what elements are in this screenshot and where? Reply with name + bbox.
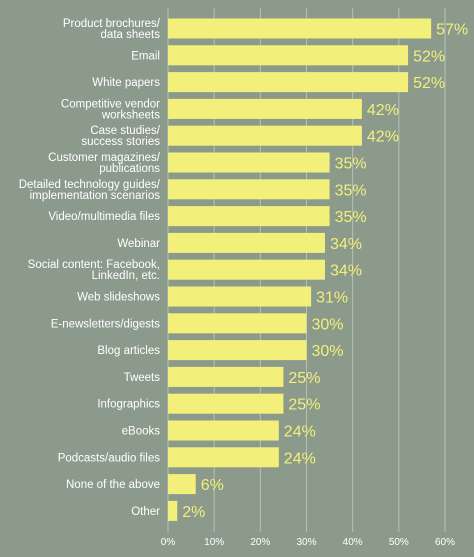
x-tick-label: 50% — [389, 537, 409, 548]
category-label: Email — [131, 50, 160, 62]
category-label-line: eBooks — [122, 426, 161, 438]
category-label: E-newsletters/digests — [51, 318, 161, 330]
value-label: 25% — [288, 397, 320, 414]
category-label-line: Detailed technology guides/ — [19, 179, 161, 191]
category-label-line: None of the above — [66, 479, 160, 491]
category-label-line: Blog articles — [97, 345, 160, 357]
bar — [168, 18, 432, 39]
category-label: Customer magazines/publications — [48, 152, 161, 175]
value-label: 42% — [367, 129, 399, 146]
bar — [168, 206, 330, 227]
category-label-line: Social content: Facebook, — [28, 259, 160, 271]
category-label: Case studies/success stories — [81, 125, 160, 148]
value-label: 30% — [312, 316, 344, 333]
value-label: 35% — [335, 182, 367, 199]
bar — [168, 125, 362, 146]
category-label: Other — [131, 506, 160, 518]
category-label-line: E-newsletters/digests — [51, 318, 161, 330]
category-label-line: Product brochures/ — [63, 18, 161, 30]
category-label-line: Other — [131, 506, 160, 518]
x-tick-label: 10% — [204, 537, 224, 548]
category-label-line: Case studies/ — [90, 125, 160, 137]
category-label-line: worksheets — [101, 109, 160, 121]
category-label-line: White papers — [92, 77, 160, 89]
bar — [168, 474, 196, 495]
category-labels: Product brochures/data sheets Email White … — [19, 18, 161, 518]
value-label: 52% — [413, 75, 445, 92]
value-label: 35% — [335, 209, 367, 226]
bar — [168, 286, 312, 307]
category-label: Web slideshows — [77, 292, 160, 304]
value-label: 34% — [330, 236, 362, 253]
value-label: 30% — [312, 343, 344, 360]
category-label: Infographics — [97, 399, 160, 411]
x-tick-label: 0% — [161, 537, 176, 548]
category-label-line: Webinar — [117, 238, 160, 250]
value-label: 6% — [201, 477, 224, 494]
category-label-line: data sheets — [101, 29, 161, 41]
category-label: Detailed technology guides/implementatio… — [19, 179, 161, 202]
category-label-line: Competitive vendor — [61, 98, 160, 110]
bar — [168, 232, 325, 253]
category-label-line: Tweets — [124, 372, 161, 384]
bar — [168, 98, 362, 119]
category-label: Competitive vendor worksheets — [61, 98, 160, 121]
value-label: 42% — [367, 102, 399, 119]
bar — [168, 420, 279, 441]
bar — [168, 179, 330, 200]
bar — [168, 447, 279, 468]
category-label: White papers — [92, 77, 160, 89]
value-labels: 57%52%52%42%42%35%35%35%34%34%31%30%30%2… — [182, 22, 468, 521]
value-label: 24% — [284, 424, 316, 441]
value-label: 25% — [288, 370, 320, 387]
value-label: 2% — [182, 504, 205, 521]
bar — [168, 45, 409, 66]
bar — [168, 152, 330, 173]
category-label-line: Infographics — [97, 399, 160, 411]
category-label: eBooks — [122, 426, 161, 438]
bar — [168, 500, 178, 521]
category-label-line: Customer magazines/ — [48, 152, 161, 164]
x-tick-label: 20% — [250, 537, 270, 548]
category-label: Blog articles — [97, 345, 160, 357]
category-label-line: Podcasts/audio files — [58, 452, 161, 464]
x-tick-label: 60% — [435, 537, 455, 548]
value-label: 57% — [436, 22, 468, 39]
bar — [168, 393, 284, 414]
value-label: 35% — [335, 156, 367, 173]
bars — [168, 18, 432, 521]
bar — [168, 313, 307, 334]
category-label-line: LinkedIn, etc. — [92, 270, 160, 282]
category-label-line: Video/multimedia files — [48, 211, 160, 223]
x-tick-label: 40% — [343, 537, 363, 548]
value-label: 24% — [284, 450, 316, 467]
category-label-line: Web slideshows — [77, 292, 160, 304]
category-label: Social content: Facebook, LinkedIn, etc. — [28, 259, 160, 282]
x-axis-ticks: 0% 10% 20% 30% 40% 50% 60% — [161, 537, 455, 548]
category-label: Product brochures/data sheets — [63, 18, 161, 41]
category-label-line: publications — [99, 163, 160, 175]
category-label: Webinar — [117, 238, 160, 250]
category-label: Tweets — [124, 372, 161, 384]
value-label: 31% — [316, 290, 348, 307]
value-label: 52% — [413, 48, 445, 65]
bar — [168, 72, 409, 93]
bar — [168, 340, 307, 361]
bar — [168, 366, 284, 387]
category-label-line: implementation scenarios — [30, 190, 161, 202]
category-label-line: Email — [131, 50, 160, 62]
value-label: 34% — [330, 263, 362, 280]
category-label: Video/multimedia files — [48, 211, 160, 223]
category-label: Podcasts/audio files — [58, 452, 161, 464]
category-label-line: success stories — [81, 136, 160, 148]
bar — [168, 259, 325, 280]
category-label: None of the above — [66, 479, 160, 491]
x-tick-label: 30% — [296, 537, 316, 548]
